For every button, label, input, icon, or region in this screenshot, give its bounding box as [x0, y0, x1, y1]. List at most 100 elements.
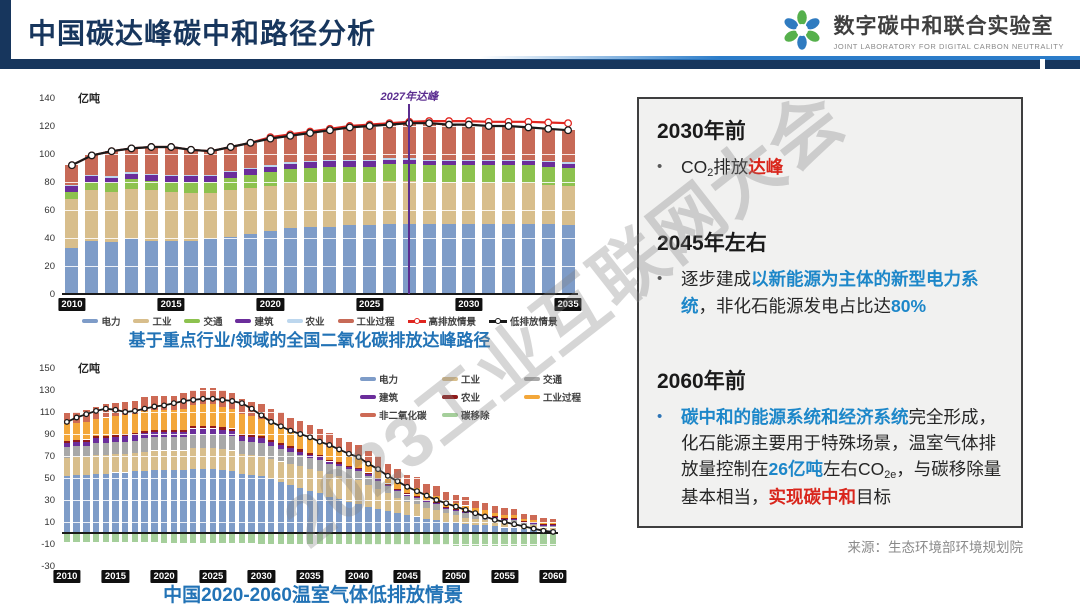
bar-segment [306, 469, 314, 492]
bar-segment [263, 165, 277, 167]
y-axis-tick-label: 130 [39, 385, 55, 396]
bar-segment [365, 506, 372, 533]
bar-segment [422, 161, 436, 166]
bar-segment [297, 487, 304, 533]
bar-segment [481, 502, 489, 511]
bar-segment [511, 533, 518, 547]
bar-segment [355, 471, 362, 481]
bar-segment [343, 161, 357, 167]
bar-segment [404, 495, 411, 503]
bar-segment [190, 469, 197, 533]
legend-label: 电力 [101, 317, 121, 328]
bar-segment [423, 507, 430, 519]
bar-segment [323, 159, 337, 161]
bar-segment [462, 182, 476, 224]
line-marker [544, 124, 553, 133]
bar-segment [83, 439, 90, 442]
bar-segment [287, 430, 294, 447]
gridline [62, 182, 578, 183]
bar-segment [228, 450, 236, 472]
bar-segment [442, 165, 456, 182]
bar-segment [530, 519, 537, 522]
bar-segment [164, 191, 178, 241]
bar-segment [501, 533, 508, 547]
bar-segment [92, 533, 100, 542]
bar-segment [267, 459, 275, 480]
bar-segment [501, 527, 508, 533]
bar-segment [422, 165, 436, 182]
bar-segment [382, 163, 396, 181]
legend-swatch [184, 319, 201, 323]
bar-segment [316, 471, 323, 494]
gridline [62, 368, 558, 369]
bar-segment [63, 413, 71, 425]
bullet-text-segment: 完全形成，化石能源主要用于特殊场景，温室气体排放量控制在 [681, 406, 996, 480]
bar-segment [365, 473, 372, 476]
bar-segment [374, 479, 382, 482]
bar-segment [335, 533, 343, 544]
bar-segment [180, 533, 187, 543]
bar-segment [316, 429, 323, 443]
bar-segment [422, 159, 436, 161]
bar-segment [326, 533, 333, 544]
bar-segment [343, 159, 357, 161]
line-marker [316, 438, 323, 445]
bar-segment [73, 533, 80, 542]
bar-segment [199, 533, 207, 543]
line-marker [180, 398, 187, 404]
x-axis-line [62, 532, 558, 534]
line-marker [464, 120, 473, 129]
bullet-marker: • [657, 270, 663, 288]
bar-segment [65, 186, 79, 192]
bar-segment [549, 524, 557, 525]
bar-segment [303, 168, 317, 182]
bar-segment [92, 436, 100, 439]
bar-segment [382, 159, 396, 164]
bar-segment [124, 179, 138, 189]
panel-section: 2045年左右 • 逐步建成以新能源为主体的新型电力系统，非化石能源发电占比达80% [657, 227, 1003, 319]
bar-segment [170, 450, 178, 471]
bullet-text-segment: 2e [884, 469, 897, 482]
bar-segment [180, 408, 187, 430]
bar-segment [102, 454, 109, 474]
y-axis-tick-label: -30 [41, 561, 55, 572]
y-axis-tick-label: 150 [39, 363, 55, 374]
bar-segment [452, 511, 460, 516]
carbon-neutrality-logo-icon [784, 10, 820, 50]
bar-segment [184, 240, 198, 294]
y-axis-tick-label: 110 [39, 407, 55, 418]
legend-item: 农业 [442, 390, 518, 404]
bar-segment [112, 441, 119, 454]
bar-segment [297, 465, 304, 488]
bar-segment [141, 438, 148, 452]
bar-segment [85, 240, 99, 294]
bar-segment [144, 175, 158, 181]
bar-segment [520, 528, 528, 533]
bar-segment [472, 525, 479, 533]
lab-logo: 数字碳中和联合实验室 JOINT LABORATORY FOR DIGITAL … [780, 8, 1064, 52]
legend-line-swatch [489, 318, 508, 324]
bar-segment [219, 427, 226, 430]
bar-segment [481, 533, 489, 547]
bar-segment [394, 469, 401, 481]
bar-segment [199, 434, 207, 449]
bar-segment [452, 515, 460, 524]
line-marker [226, 143, 235, 151]
bar-segment [85, 175, 99, 177]
bar-segment [541, 128, 555, 161]
bar-segment [482, 124, 496, 160]
bar-segment [316, 460, 323, 472]
bar-segment [122, 402, 129, 416]
panel-section-heading: 2060年前 [657, 369, 746, 393]
bullet-text-segment: 实现碳中和 [768, 486, 857, 507]
line-marker [564, 126, 573, 135]
bar-segment [345, 441, 353, 454]
bar-segment [160, 409, 168, 430]
bar-segment [384, 483, 391, 485]
bar-segment [190, 448, 197, 470]
bar-segment [442, 492, 450, 502]
line-marker [246, 138, 255, 147]
y-axis-tick-label: 60 [44, 205, 55, 216]
bullet-text-segment: 以新能源为主体的新型电力系统 [681, 269, 979, 316]
bar-segment [151, 395, 158, 410]
